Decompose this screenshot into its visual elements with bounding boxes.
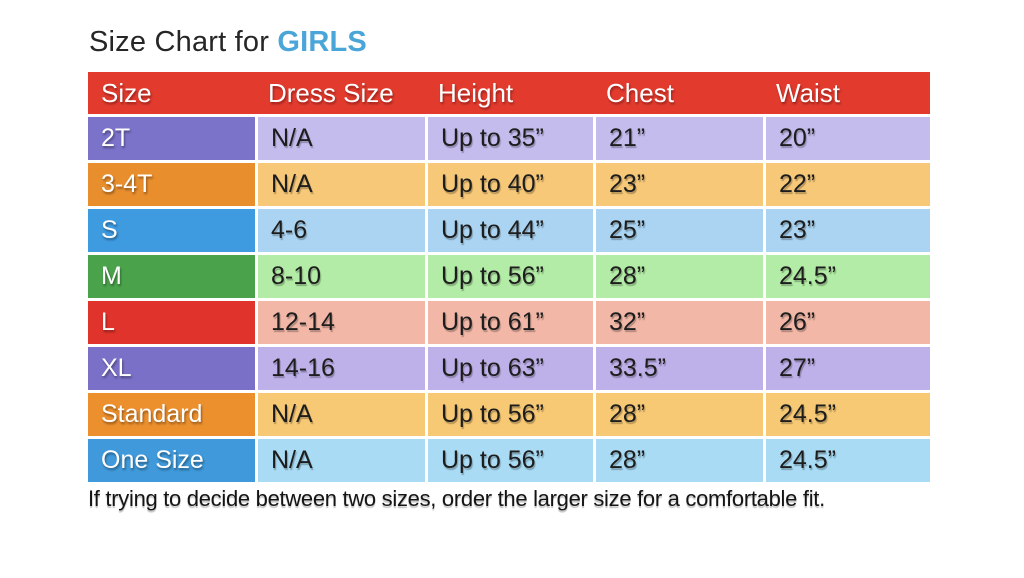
cell-size: 2T	[88, 117, 255, 163]
header-cell-waist: Waist	[763, 72, 930, 117]
cell-height: Up to 44”	[425, 209, 593, 255]
table-row-s: S 4-6 Up to 44” 25” 23”	[88, 209, 930, 255]
title-highlight: GIRLS	[277, 26, 367, 58]
table-row-one-size: One Size N/A Up to 56” 28” 24.5”	[88, 439, 930, 485]
cell-dress-size: N/A	[255, 117, 425, 163]
table-row-standard: Standard N/A Up to 56” 28” 24.5”	[88, 393, 930, 439]
cell-size: XL	[88, 347, 255, 393]
cell-chest: 32”	[593, 301, 763, 347]
cell-size: One Size	[88, 439, 255, 485]
cell-height: Up to 35”	[425, 117, 593, 163]
cell-dress-size: N/A	[255, 393, 425, 439]
cell-dress-size: 4-6	[255, 209, 425, 255]
cell-dress-size: 8-10	[255, 255, 425, 301]
cell-dress-size: 12-14	[255, 301, 425, 347]
cell-chest: 21”	[593, 117, 763, 163]
cell-size: S	[88, 209, 255, 255]
cell-height: Up to 56”	[425, 439, 593, 485]
cell-chest: 25”	[593, 209, 763, 255]
cell-height: Up to 40”	[425, 163, 593, 209]
cell-dress-size: 14-16	[255, 347, 425, 393]
cell-chest: 28”	[593, 393, 763, 439]
size-chart-table: Size Dress Size Height Chest Waist 2T N/…	[88, 72, 930, 485]
cell-height: Up to 56”	[425, 255, 593, 301]
header-cell-dress-size: Dress Size	[255, 72, 425, 117]
cell-height: Up to 63”	[425, 347, 593, 393]
cell-dress-size: N/A	[255, 439, 425, 485]
header-cell-size: Size	[88, 72, 255, 117]
header-cell-height: Height	[425, 72, 593, 117]
table-row-m: M 8-10 Up to 56” 28” 24.5”	[88, 255, 930, 301]
table-row-2t: 2T N/A Up to 35” 21” 20”	[88, 117, 930, 163]
cell-height: Up to 61”	[425, 301, 593, 347]
cell-chest: 28”	[593, 439, 763, 485]
cell-waist: 22”	[763, 163, 930, 209]
cell-chest: 28”	[593, 255, 763, 301]
cell-waist: 24.5”	[763, 439, 930, 485]
cell-waist: 24.5”	[763, 255, 930, 301]
cell-size: 3-4T	[88, 163, 255, 209]
table-row-xl: XL 14-16 Up to 63” 33.5” 27”	[88, 347, 930, 393]
table-header-row: Size Dress Size Height Chest Waist	[88, 72, 930, 117]
title-text: Size Chart for	[89, 26, 278, 58]
cell-size: M	[88, 255, 255, 301]
footnote-text: If trying to decide between two sizes, o…	[88, 486, 825, 511]
page-title: Size Chart for GIRLS	[89, 26, 367, 59]
cell-waist: 24.5”	[763, 393, 930, 439]
cell-chest: 33.5”	[593, 347, 763, 393]
cell-size: L	[88, 301, 255, 347]
cell-waist: 27”	[763, 347, 930, 393]
cell-waist: 20”	[763, 117, 930, 163]
cell-height: Up to 56”	[425, 393, 593, 439]
header-cell-chest: Chest	[593, 72, 763, 117]
cell-waist: 23”	[763, 209, 930, 255]
table-row-l: L 12-14 Up to 61” 32” 26”	[88, 301, 930, 347]
cell-size: Standard	[88, 393, 255, 439]
cell-dress-size: N/A	[255, 163, 425, 209]
cell-waist: 26”	[763, 301, 930, 347]
table-row-3-4t: 3-4T N/A Up to 40” 23” 22”	[88, 163, 930, 209]
cell-chest: 23”	[593, 163, 763, 209]
